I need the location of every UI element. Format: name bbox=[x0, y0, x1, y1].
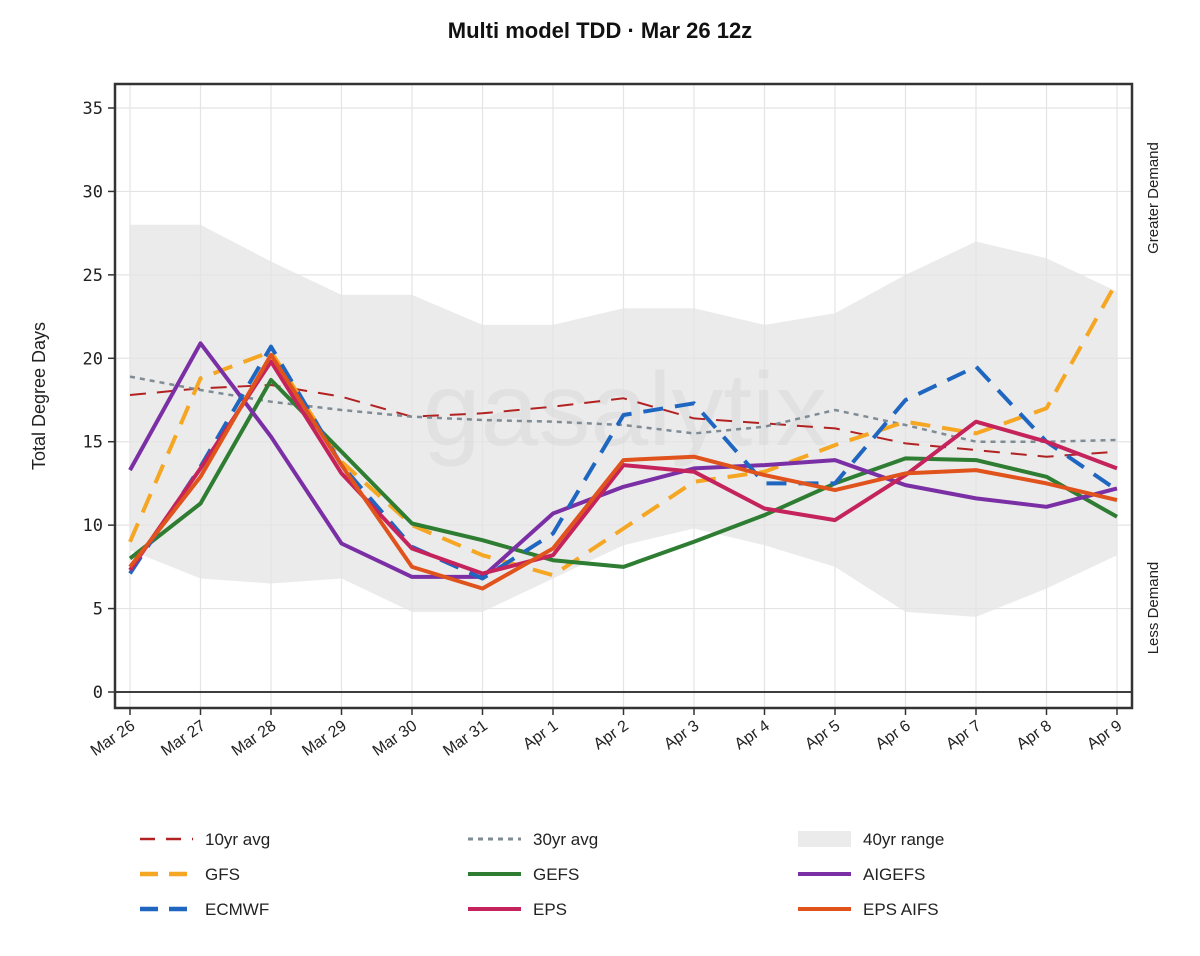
y-tick-label: 5 bbox=[93, 600, 103, 620]
x-tick-label: Apr 7 bbox=[943, 717, 984, 753]
y-tick-label: 15 bbox=[83, 433, 103, 453]
series-line-gefs bbox=[128, 378, 1118, 569]
grid-layer bbox=[115, 84, 1132, 708]
x-tick-label: Apr 3 bbox=[661, 717, 702, 753]
x-tick-label: Mar 30 bbox=[370, 717, 421, 760]
series-line-aigefs bbox=[128, 341, 1118, 579]
legend-item: 30yr avg bbox=[468, 830, 598, 849]
y-tick-label: 0 bbox=[93, 683, 103, 703]
legend-item: GFS bbox=[140, 865, 240, 884]
x-tick-label: Apr 2 bbox=[591, 717, 632, 753]
legend-item: EPS AIFS bbox=[798, 900, 939, 919]
legend-item: 10yr avg bbox=[140, 830, 270, 849]
series-line-eps-aifs bbox=[128, 352, 1118, 591]
series-layer bbox=[115, 280, 1132, 693]
legend-label: GFS bbox=[205, 865, 240, 884]
y-tick-label: 35 bbox=[83, 99, 103, 119]
y-axis-label: Total Degree Days bbox=[29, 322, 49, 470]
legend: 10yr avg 30yr avg 40yr range GFS GEFS AIGEFS E… bbox=[140, 830, 944, 919]
watermark: gasalytix bbox=[423, 352, 828, 468]
legend-label: 10yr avg bbox=[205, 830, 270, 849]
x-tick-label: Mar 28 bbox=[229, 717, 280, 760]
legend-label: ECMWF bbox=[205, 900, 269, 919]
y-tick-label: 10 bbox=[83, 516, 103, 536]
legend-swatch bbox=[798, 831, 851, 847]
x-tick-label: Apr 4 bbox=[732, 717, 773, 753]
legend-item: GEFS bbox=[468, 865, 579, 884]
x-tick-label: Mar 31 bbox=[440, 717, 491, 760]
legend-label: AIGEFS bbox=[863, 865, 925, 884]
series-line-30yr-avg bbox=[129, 375, 1118, 443]
x-tick-label: Apr 1 bbox=[520, 717, 561, 753]
legend-item: ECMWF bbox=[140, 900, 269, 919]
legend-label: 40yr range bbox=[863, 830, 944, 849]
legend-label: EPS bbox=[533, 900, 567, 919]
y-axis: 0 5 10 15 20 25 30 35 bbox=[83, 99, 115, 703]
x-tick-label: Apr 9 bbox=[1084, 717, 1125, 753]
x-axis: Mar 26 Mar 27 Mar 28 Mar 29 Mar 30 Mar 31 Apr … bbox=[88, 708, 1125, 760]
plot-area: gasalytix bbox=[113, 82, 1134, 710]
x-tick-label: Apr 6 bbox=[873, 717, 914, 753]
less-demand-label: Less Demand bbox=[1145, 562, 1162, 655]
series-line-ecmwf bbox=[128, 344, 1119, 581]
series-line-eps bbox=[128, 359, 1118, 576]
x-tick-label: Mar 29 bbox=[299, 717, 350, 760]
legend-label: EPS AIFS bbox=[863, 900, 939, 919]
y-tick-label: 25 bbox=[83, 266, 103, 286]
x-tick-label: Apr 5 bbox=[802, 717, 843, 753]
x-tick-label: Mar 26 bbox=[88, 717, 139, 760]
legend-item: 40yr range bbox=[798, 830, 944, 849]
x-tick-label: Mar 27 bbox=[158, 717, 209, 760]
y-tick-label: 30 bbox=[83, 182, 103, 202]
legend-label: 30yr avg bbox=[533, 830, 598, 849]
greater-demand-label: Greater Demand bbox=[1145, 142, 1162, 254]
y-tick-label: 20 bbox=[83, 349, 103, 369]
x-tick-label: Apr 8 bbox=[1014, 717, 1055, 753]
chart-title: Multi model TDD · Mar 26 12z bbox=[448, 18, 752, 43]
legend-label: GEFS bbox=[533, 865, 579, 884]
legend-item: AIGEFS bbox=[798, 865, 925, 884]
legend-item: EPS bbox=[468, 900, 567, 919]
